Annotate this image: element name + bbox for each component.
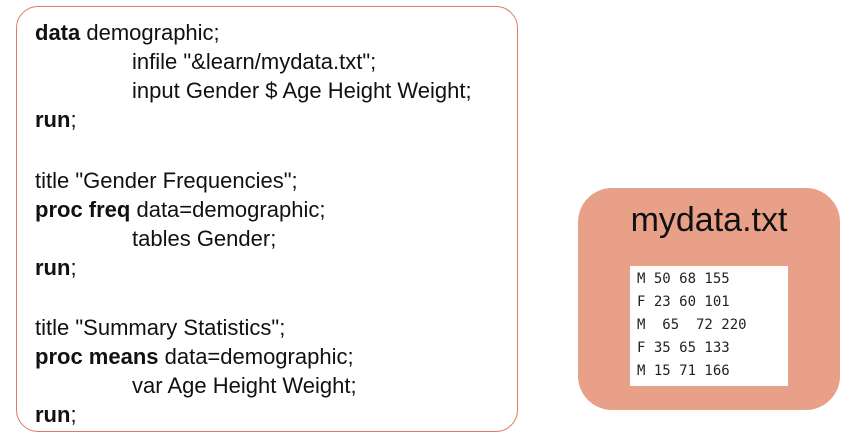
code-text: title "Gender Frequencies"; bbox=[35, 168, 298, 193]
code-text: var Age Height Weight; bbox=[132, 373, 357, 398]
code-text: tables Gender; bbox=[132, 226, 277, 251]
code-line-var: var Age Height Weight; bbox=[132, 372, 357, 400]
file-contents-box: M 50 68 155 F 23 60 101 M 65 72 220 F 35… bbox=[630, 266, 788, 386]
code-line-infile: infile "&learn/mydata.txt"; bbox=[132, 48, 376, 76]
code-line-proc-means: proc means data=demographic; bbox=[35, 343, 354, 371]
code-line-title: title "Summary Statistics"; bbox=[35, 314, 285, 342]
data-row: M 15 71 166 bbox=[637, 363, 730, 379]
code-line-title: title "Gender Frequencies"; bbox=[35, 167, 298, 195]
data-row: F 23 60 101 bbox=[637, 294, 730, 310]
code-keyword: data bbox=[35, 20, 81, 45]
code-text: ; bbox=[70, 255, 77, 280]
code-text: demographic; bbox=[80, 20, 220, 45]
code-line-proc-freq: proc freq data=demographic; bbox=[35, 196, 325, 224]
file-title: mydata.txt bbox=[630, 201, 788, 239]
code-text: title "Summary Statistics"; bbox=[35, 315, 286, 340]
code-keyword: proc freq bbox=[35, 197, 131, 222]
code-text: data=demographic; bbox=[158, 344, 354, 369]
code-keyword: run bbox=[35, 107, 71, 132]
data-row: M 50 68 155 bbox=[637, 271, 730, 287]
code-line-tables: tables Gender; bbox=[132, 225, 276, 253]
code-line-run: run; bbox=[35, 106, 77, 134]
code-text: ; bbox=[70, 107, 77, 132]
code-text: infile "&learn/mydata.txt"; bbox=[132, 49, 377, 74]
code-line-data-step: data demographic; bbox=[35, 19, 220, 47]
data-row: M 65 72 220 bbox=[637, 317, 747, 333]
code-line-run: run; bbox=[35, 254, 77, 282]
data-file-panel: mydata.txt M 50 68 155 F 23 60 101 M 65 … bbox=[578, 188, 840, 410]
data-row: F 35 65 133 bbox=[637, 340, 730, 356]
code-line-input: input Gender $ Age Height Weight; bbox=[132, 77, 472, 105]
code-text: data=demographic; bbox=[130, 197, 326, 222]
code-keyword: run bbox=[35, 255, 71, 280]
code-text: input Gender $ Age Height Weight; bbox=[132, 78, 472, 103]
code-keyword: run bbox=[35, 402, 71, 427]
code-keyword: proc means bbox=[35, 344, 159, 369]
sas-code-panel: data demographic; infile "&learn/mydata.… bbox=[16, 6, 518, 432]
code-line-run: run; bbox=[35, 401, 77, 429]
code-text: ; bbox=[70, 402, 77, 427]
